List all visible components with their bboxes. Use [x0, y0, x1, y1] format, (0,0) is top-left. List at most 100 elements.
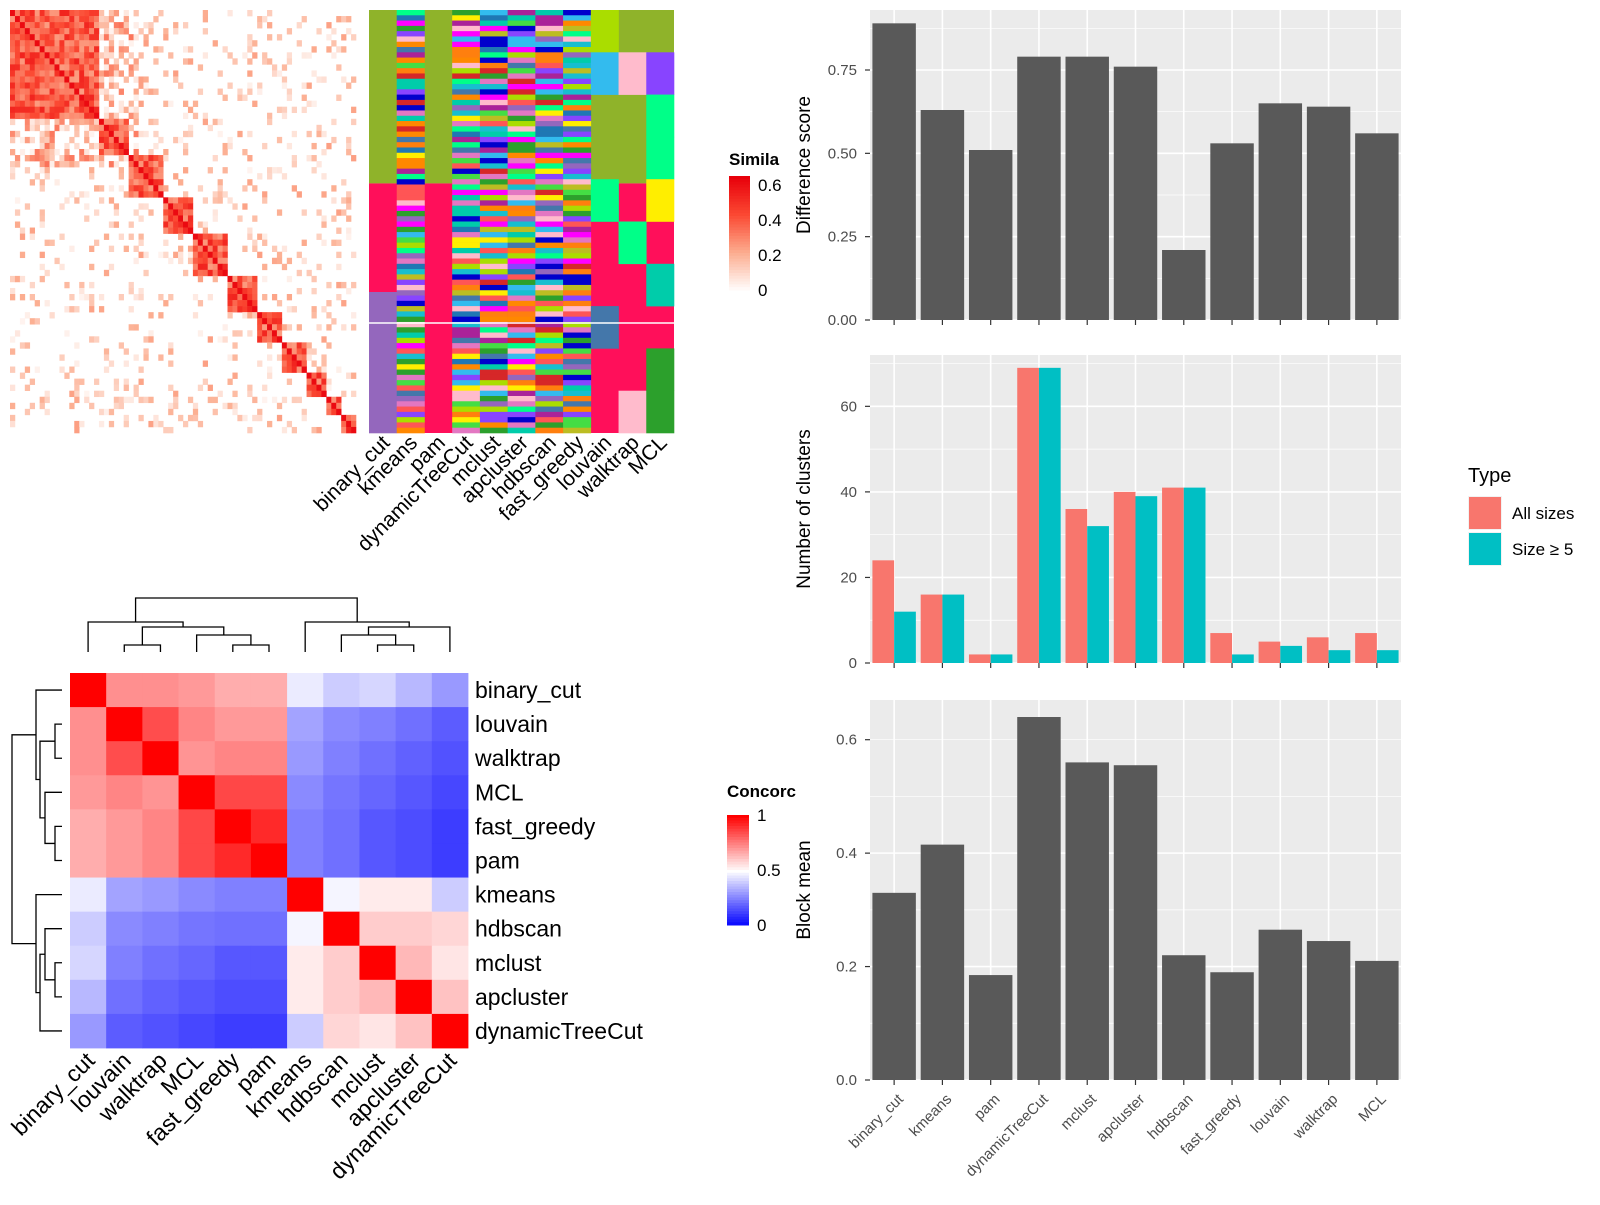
- similarity-cell: [14, 130, 21, 138]
- similarity-cell: [222, 46, 228, 53]
- similarity-cell: [207, 294, 213, 301]
- cluster-label-cell: [535, 121, 564, 127]
- cluster-label-cell: [563, 290, 592, 296]
- similarity-cell: [10, 76, 16, 83]
- similarity-cell: [267, 318, 273, 325]
- similarity-cell: [247, 88, 253, 95]
- similarity-legend-swatch: [729, 252, 750, 257]
- similarity-cell: [128, 173, 134, 180]
- similarity-cell: [94, 106, 100, 114]
- concordance-cell: [287, 809, 324, 844]
- block-mean-bar: [1017, 717, 1061, 1080]
- similarity-cell: [103, 142, 110, 150]
- concordance-cell: [250, 775, 288, 810]
- cluster-label-cell: [452, 195, 481, 201]
- similarity-cell: [118, 28, 124, 35]
- dendrogram-branch: [54, 962, 62, 998]
- cluster-label-cell: [396, 221, 425, 228]
- similarity-cell: [276, 414, 283, 422]
- cluster-label-cell: [452, 210, 481, 217]
- similarity-cell: [74, 197, 80, 204]
- similarity-legend-tick: 0.2: [758, 246, 782, 265]
- similarity-cell: [232, 58, 238, 65]
- concordance-cell: [359, 707, 397, 742]
- cluster-label-cell: [507, 253, 536, 259]
- similarity-cell: [79, 10, 85, 17]
- similarity-cell: [148, 209, 154, 216]
- concordance-cell: [250, 979, 288, 1015]
- concordance-legend-swatch: [727, 820, 749, 824]
- similarity-cell: [168, 342, 174, 349]
- similarity-cell: [168, 197, 174, 204]
- similarity-cell: [252, 275, 258, 283]
- concordance-cell: [178, 1013, 216, 1049]
- similarity-cell: [296, 360, 302, 367]
- similarity-cell: [14, 22, 21, 29]
- cluster-label-cell: [396, 364, 425, 370]
- similarity-cell: [321, 372, 327, 379]
- similarity-cell: [14, 52, 21, 59]
- similarity-cell: [217, 257, 223, 265]
- similarity-cell: [44, 142, 50, 150]
- similarity-cell: [281, 324, 288, 331]
- concordance-cell: [395, 911, 433, 947]
- similarity-cell: [29, 155, 36, 162]
- cluster-label-cell: [396, 269, 425, 275]
- similarity-cell: [276, 167, 283, 174]
- similarity-cell: [267, 336, 273, 343]
- cluster-label-cell: [507, 68, 536, 74]
- similarity-cell: [301, 82, 307, 89]
- cluster-label-cell: [618, 52, 647, 95]
- cluster-label-cell: [452, 274, 481, 280]
- cluster-label-cell: [452, 253, 481, 259]
- cluster-label-cell: [452, 36, 481, 43]
- similarity-cell: [84, 64, 90, 71]
- concordance-cell: [287, 707, 324, 742]
- similarity-legend-swatch: [729, 261, 750, 265]
- concordance-legend-swatch: [727, 875, 749, 879]
- similarity-cell: [311, 275, 317, 283]
- similarity-cell: [207, 336, 213, 343]
- similarity-cell: [10, 336, 16, 343]
- similarity-cell: [39, 251, 45, 259]
- x-tick-label: dynamicTreeCut: [962, 1090, 1052, 1180]
- similarity-cell: [148, 148, 154, 156]
- similarity-legend-swatch: [729, 184, 750, 188]
- similarity-cell: [281, 64, 288, 71]
- similarity-cell: [202, 118, 209, 126]
- similarity-cell: [34, 22, 40, 29]
- similarity-cell: [281, 106, 288, 114]
- similarity-cell: [138, 52, 144, 59]
- cluster-label-cell: [507, 279, 536, 286]
- cluster-label-cell: [563, 332, 592, 339]
- similarity-cell: [123, 142, 129, 150]
- similarity-cell: [69, 161, 75, 168]
- similarity-cell: [247, 312, 253, 319]
- similarity-cell: [197, 221, 204, 228]
- similarity-cell: [54, 112, 60, 120]
- difference-score-bar: [1017, 56, 1061, 321]
- cluster-label-cell: [535, 10, 564, 16]
- similarity-cell: [331, 118, 337, 126]
- similarity-cell: [232, 300, 238, 307]
- similarity-cell: [311, 142, 317, 150]
- similarity-cell: [108, 64, 115, 71]
- cluster-label-cell: [507, 332, 536, 339]
- similarity-cell: [232, 372, 238, 379]
- concordance-cell: [395, 707, 433, 742]
- similarity-cell: [118, 52, 124, 59]
- concordance-cell: [287, 741, 324, 776]
- cluster-label-cell: [452, 131, 481, 138]
- similarity-cell: [168, 426, 174, 434]
- similarity-cell: [24, 52, 31, 59]
- cluster-label-cell: [452, 47, 481, 53]
- similarity-cell: [168, 221, 174, 228]
- cluster-label-cell: [563, 126, 592, 132]
- row-dendrogram: [11, 689, 62, 1032]
- similarity-cell: [207, 263, 213, 271]
- x-tick-label: pam: [971, 1091, 1004, 1124]
- cluster-label-cell: [535, 25, 564, 32]
- similarity-cell: [133, 142, 139, 150]
- cluster-label-cell: [535, 284, 564, 291]
- concordance-cell: [431, 1013, 469, 1049]
